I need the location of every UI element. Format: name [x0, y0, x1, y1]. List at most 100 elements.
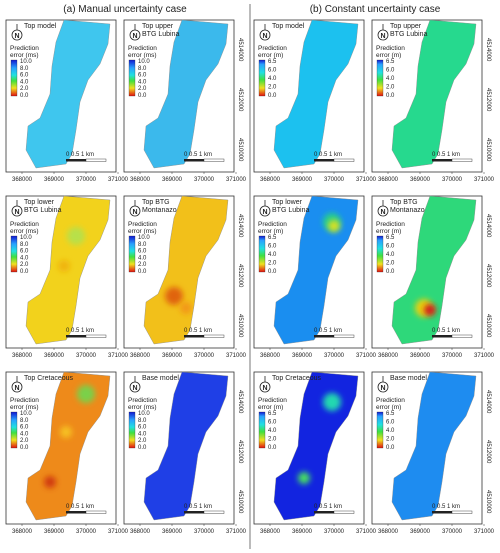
north-arrow-icon: N	[377, 200, 389, 217]
legend-tick-label: 6.0	[268, 68, 277, 74]
legend-unit: error (m)	[376, 52, 401, 59]
map-outline	[143, 371, 229, 521]
scale-bar: 0 0.5 1 km	[314, 504, 355, 514]
panel-title: Top Cretaceous	[272, 375, 322, 382]
map-hotspot	[44, 476, 56, 488]
legend-tick-label: 10.0	[20, 235, 32, 241]
legend-title: Prediction	[10, 397, 39, 404]
map-hotspot	[60, 426, 72, 438]
x-tick-label: 368000	[260, 529, 281, 535]
x-tick-label: 368000	[12, 177, 33, 183]
legend-unit: error (m)	[376, 404, 401, 411]
legend-colorbar	[258, 235, 266, 273]
legend-colorbar	[376, 235, 384, 273]
scale-label: 0 0.5 1 km	[66, 328, 94, 334]
x-tick-label: 371000	[356, 529, 377, 535]
x-tick-label: 369000	[162, 177, 183, 183]
x-tick-label: 369000	[162, 353, 183, 359]
legend-tick-label: 8.0	[20, 242, 29, 248]
y-tick-label: 4514000	[237, 38, 243, 62]
scale-label: 0 0.5 1 km	[314, 328, 342, 334]
scale-bar: 0 0.5 1 km	[432, 504, 473, 514]
x-tick-label: 368000	[260, 353, 281, 359]
map-outline	[143, 195, 229, 345]
scale-bar: 0 0.5 1 km	[66, 152, 107, 162]
x-tick-label: 368000	[260, 177, 281, 183]
scale-label: 0 0.5 1 km	[184, 328, 212, 334]
legend-tick-label: 2.0	[20, 262, 29, 268]
map-outline	[25, 195, 111, 345]
legend-title: Prediction	[10, 45, 39, 52]
x-tick-label: 368000	[378, 529, 399, 535]
panel-title: Montanazo	[390, 207, 425, 214]
x-tick-label: 371000	[474, 529, 495, 535]
map-outline	[25, 19, 111, 169]
y-tick-label: 4510000	[485, 490, 491, 514]
legend-colorbar	[258, 59, 266, 97]
scale-bar: 0 0.5 1 km	[184, 504, 225, 514]
x-tick-label: 368000	[378, 177, 399, 183]
legend-tick-label: 6.0	[138, 425, 147, 431]
legend-tick-label: 10.0	[20, 59, 32, 65]
north-arrow-icon: N	[377, 376, 389, 393]
scale-bar: 0 0.5 1 km	[66, 328, 107, 338]
legend-tick-label: 0.0	[386, 269, 395, 275]
map-outline	[273, 19, 359, 169]
left-heading: (a) Manual uncertainty case	[63, 4, 187, 15]
legend-tick-label: 6.5	[268, 411, 277, 417]
x-tick-label: 371000	[226, 529, 247, 535]
map-hotspot	[67, 227, 85, 245]
legend-unit: error (ms)	[128, 52, 157, 59]
y-tick-label: 4512000	[237, 88, 243, 112]
north-arrow-icon: N	[259, 24, 271, 41]
legend-unit: error (ms)	[10, 228, 39, 235]
legend-title: Prediction	[258, 397, 287, 404]
panel-title: BTG Lubina	[24, 207, 61, 214]
x-tick-label: 371000	[356, 353, 377, 359]
panel-title: Base model	[390, 375, 427, 382]
legend-tick-label: 6.0	[268, 420, 277, 426]
north-arrow-icon: N	[11, 376, 23, 393]
x-tick-label: 370000	[194, 177, 215, 183]
panel-title: Montanazo	[142, 207, 177, 214]
legend-tick-label: 4.0	[386, 252, 395, 258]
legend-tick-label: 0.0	[268, 269, 277, 275]
legend-tick-label: 4.0	[268, 428, 277, 434]
legend-colorbar	[128, 235, 136, 273]
legend-colorbar	[258, 411, 266, 449]
legend-tick-label: 8.0	[20, 418, 29, 424]
x-tick-label: 368000	[130, 177, 151, 183]
scale-label: 0 0.5 1 km	[432, 152, 460, 158]
x-tick-label: 371000	[226, 177, 247, 183]
x-tick-label: 369000	[44, 177, 65, 183]
panel-title: Top upper	[390, 23, 422, 30]
x-tick-label: 370000	[442, 529, 463, 535]
legend-title: Prediction	[376, 221, 405, 228]
right-heading: (b) Constant uncertainty case	[310, 4, 441, 15]
north-arrow-icon: N	[129, 200, 141, 217]
legend-unit: error (ms)	[128, 228, 157, 235]
north-label: N	[132, 385, 137, 392]
north-label: N	[262, 385, 267, 392]
x-tick-label: 369000	[292, 529, 313, 535]
x-tick-label: 368000	[12, 529, 33, 535]
legend-tick-label: 10.0	[138, 411, 150, 417]
x-tick-label: 369000	[410, 177, 431, 183]
x-tick-label: 369000	[162, 529, 183, 535]
scale-label: 0 0.5 1 km	[66, 504, 94, 510]
north-arrow-icon: N	[377, 24, 389, 41]
legend-tick-label: 2.0	[20, 86, 29, 92]
panel-title: Top lower	[272, 199, 303, 206]
legend-tick-label: 4.0	[386, 76, 395, 82]
y-tick-label: 4514000	[485, 214, 491, 238]
scale-label: 0 0.5 1 km	[314, 152, 342, 158]
legend-unit: error (m)	[258, 228, 283, 235]
x-tick-label: 371000	[474, 353, 495, 359]
scale-label: 0 0.5 1 km	[184, 504, 212, 510]
north-arrow-icon: N	[259, 376, 271, 393]
